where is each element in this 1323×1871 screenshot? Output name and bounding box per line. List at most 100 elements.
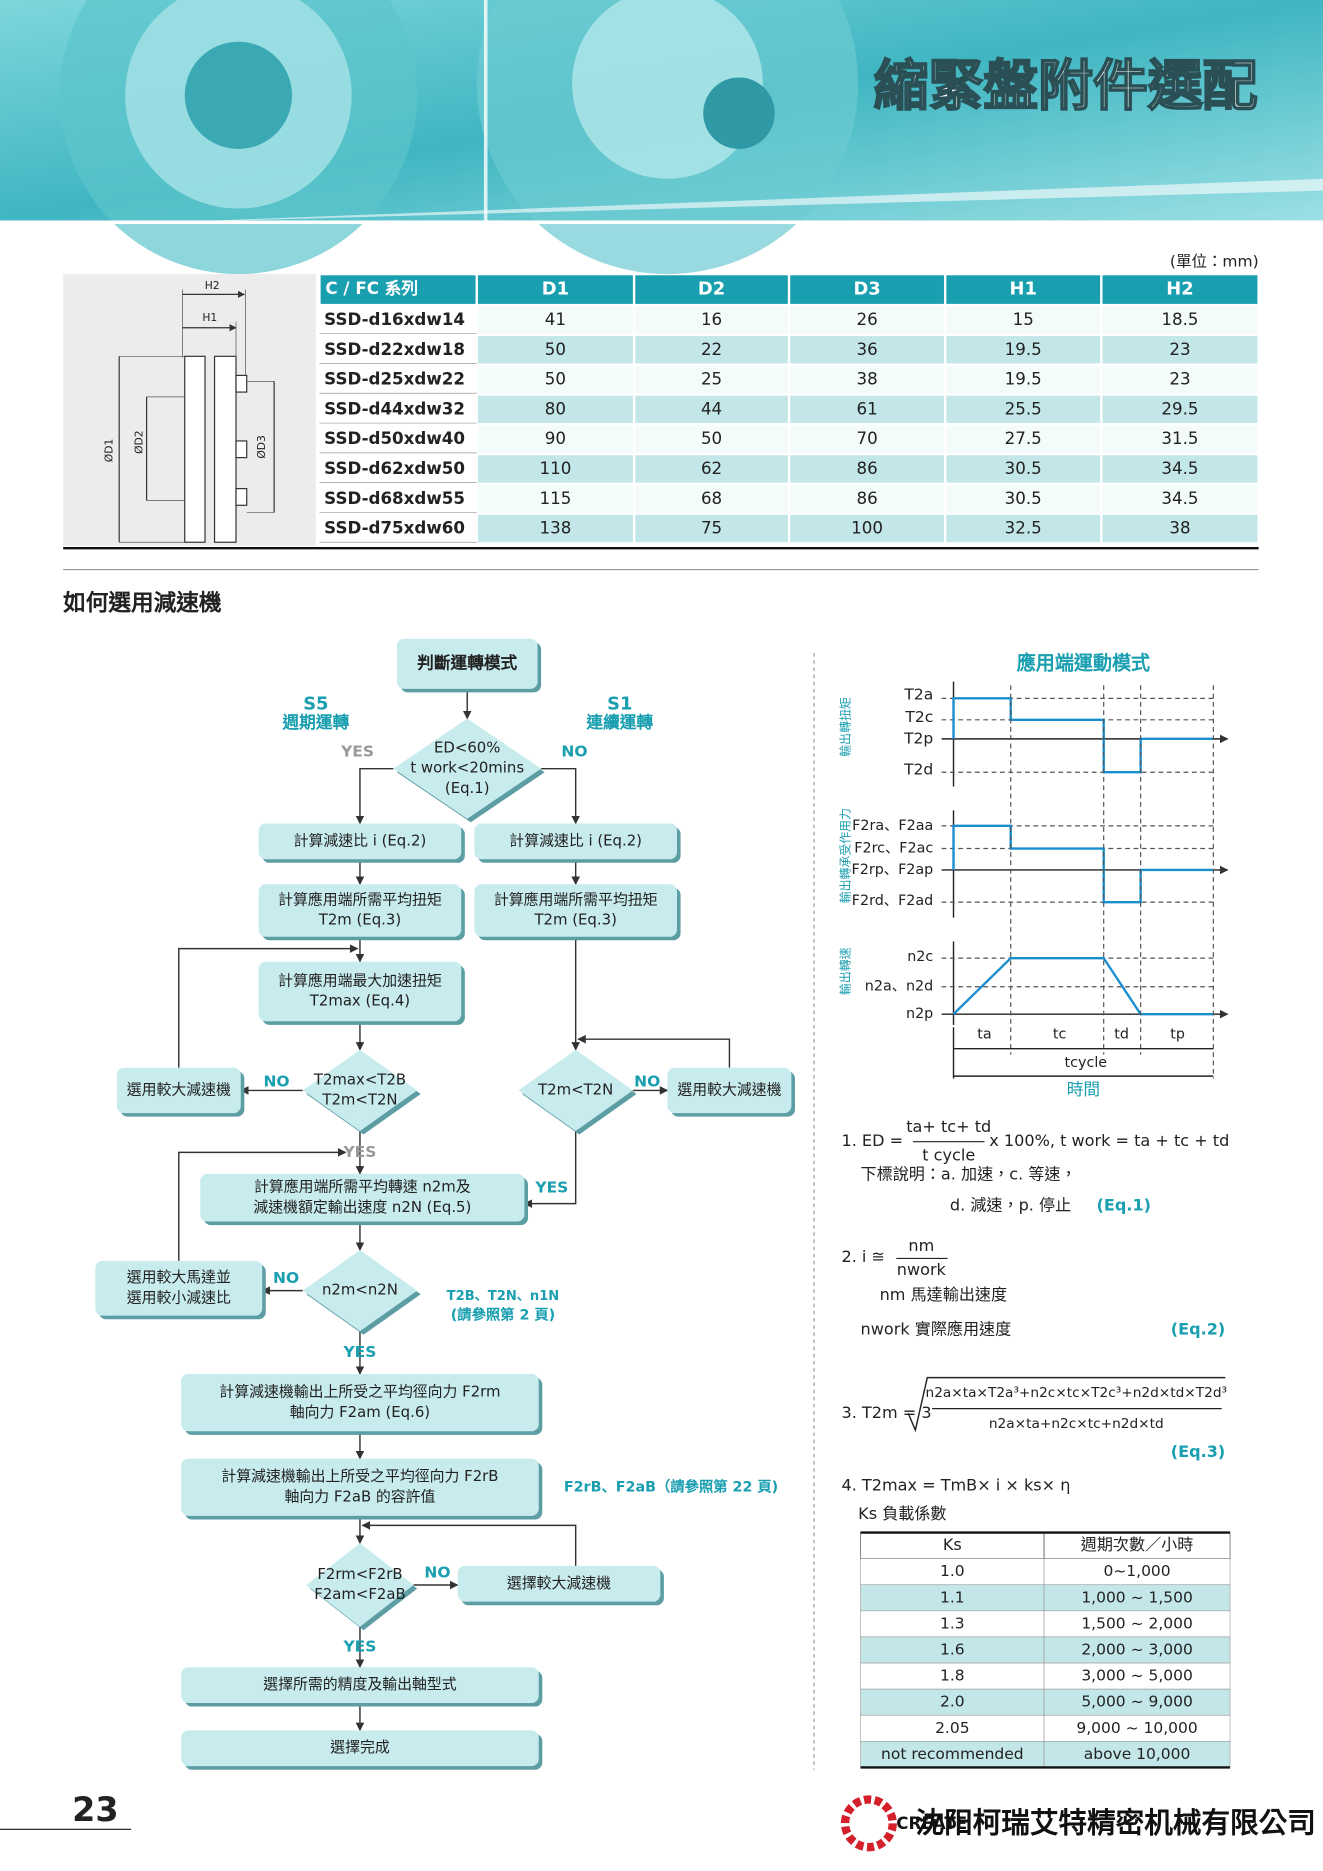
time-label: td (1114, 1026, 1129, 1042)
cell (477, 336, 633, 364)
flow-box (95, 1260, 263, 1316)
cell-value: 38 (1169, 519, 1190, 538)
cell (1102, 365, 1258, 394)
flow-text: 選用較小減速比 (127, 1288, 231, 1306)
flow-text: n2m<n2N (322, 1281, 398, 1299)
cell (320, 306, 476, 334)
cell (946, 485, 1101, 513)
flow-text: 計算應用端最大加速扭矩 (278, 971, 442, 989)
axis-title: 輸出轉承受作用力 (839, 808, 853, 903)
force-label: F2ra、F2aa (852, 818, 933, 834)
ks-cell-text: 2.05 (935, 1719, 969, 1737)
cell (1102, 336, 1258, 364)
cell-value: 90 (545, 429, 566, 448)
cell (635, 365, 788, 394)
cell (946, 306, 1101, 334)
flow-text: 選擇所需的精度及輸出軸型式 (263, 1675, 457, 1693)
ks-cell-text: not recommended (881, 1745, 1024, 1763)
page-title: 縮緊盤附件選配 (874, 54, 1258, 118)
cell-value: 38 (856, 370, 877, 389)
ks-cell (860, 1610, 1045, 1638)
cell-value: 41 (545, 310, 566, 329)
flow-diamond (306, 1543, 414, 1627)
cell (635, 395, 788, 424)
model-name: SSD-d25xdw22 (324, 370, 465, 389)
formula-text: (Eq.3) (1171, 1442, 1225, 1461)
cell-value: 16 (701, 310, 722, 329)
cell-value: 70 (856, 429, 877, 448)
flow-text: 計算減速比 i (Eq.2) (294, 831, 427, 849)
banner (0, 0, 1323, 275)
cell (790, 306, 944, 334)
ks-column-header: 週期次數／小時 (1081, 1535, 1194, 1554)
flow-text: T2m<T2N (321, 1091, 397, 1109)
cell-value: 86 (856, 459, 877, 478)
speed-label: n2c (907, 949, 933, 965)
ks-cell (1043, 1558, 1231, 1586)
flow-label: 週期運轉 (281, 712, 349, 732)
ks-cell-text: 9,000 ~ 10,000 (1076, 1719, 1197, 1737)
radical (907, 1376, 1226, 1433)
cell (1102, 485, 1258, 513)
ks-cell-text: 1,500 ~ 2,000 (1081, 1614, 1192, 1632)
ks-cell (860, 1741, 1045, 1768)
cell-value: 138 (540, 519, 572, 538)
ks-cell-text: 3,000 ~ 5,000 (1081, 1667, 1192, 1685)
torque-label: T2p (903, 729, 933, 747)
cell (635, 485, 788, 513)
cell-value: 50 (701, 429, 722, 448)
dimension-label: ØD1 (103, 439, 116, 463)
formula-text: Ks 負載係數 (858, 1504, 946, 1523)
cell-value: 50 (545, 370, 566, 389)
cell (320, 395, 476, 424)
formula-text: nm 馬達輸出速度 (880, 1285, 1007, 1304)
flow-text: T2max (Eq.4) (309, 992, 410, 1010)
flow-arrow (577, 1034, 731, 1068)
formula-text: (Eq.2) (1171, 1319, 1225, 1338)
flow-text: T2m (Eq.3) (318, 911, 401, 929)
flow-text: 計算減速比 i (Eq.2) (509, 831, 642, 849)
ks-cell-text: above 10,000 (1084, 1745, 1191, 1763)
column-header: H1 (1010, 279, 1037, 300)
formula-text: nwork (897, 1260, 947, 1279)
cell-value: 34.5 (1161, 489, 1198, 508)
ks-column-header: Ks (943, 1535, 962, 1554)
dimension-label: H2 (205, 279, 220, 292)
cell (790, 395, 944, 424)
flow-label: YES (340, 742, 374, 760)
model-name: SSD-d16xdw14 (324, 310, 465, 329)
flow-text: 減速機額定輸出速度 n2N (Eq.5) (253, 1198, 471, 1216)
formula-text: 3. T2m = 3 (841, 1403, 931, 1422)
header-cell (635, 275, 788, 304)
flow-text: 計算減速機輸出上所受之平均徑向力 F2rB (221, 1467, 498, 1485)
flow-box (258, 884, 462, 937)
axis-title: 輸出轉扭矩 (839, 697, 853, 757)
cell (320, 485, 476, 513)
flow-text: 計算應用端所需平均轉速 n2m及 (254, 1178, 471, 1196)
cell (946, 514, 1101, 543)
cell-value: 80 (545, 399, 566, 418)
column-header: D3 (853, 279, 880, 300)
flow-label: (請參照第 2 頁) (451, 1306, 555, 1324)
cell-value: 34.5 (1161, 459, 1198, 478)
cell (320, 514, 476, 543)
formula-text: d. 減速，p. 停止 (950, 1196, 1071, 1215)
cell (790, 514, 944, 543)
cell (790, 365, 944, 394)
cell-value: 26 (856, 310, 877, 329)
ks-cell-text: 1,000 ~ 1,500 (1081, 1588, 1192, 1606)
flow-box (181, 1667, 539, 1703)
flow-arrow (361, 1521, 577, 1566)
flow-box (181, 1730, 539, 1767)
flow-text: 選擇完成 (330, 1738, 390, 1756)
cell-value: 61 (856, 399, 877, 418)
flow-label: YES (534, 1179, 568, 1197)
flow-text: 計算減速機輸出上所受之平均徑向力 F2rm (219, 1383, 500, 1401)
formula-text: 2. i ≅ (841, 1247, 885, 1266)
cell (1102, 425, 1258, 453)
logo-text: CREATE (896, 1814, 967, 1833)
formula-text: nm (908, 1236, 934, 1255)
cell-value: 68 (701, 489, 722, 508)
cell (1102, 514, 1258, 543)
